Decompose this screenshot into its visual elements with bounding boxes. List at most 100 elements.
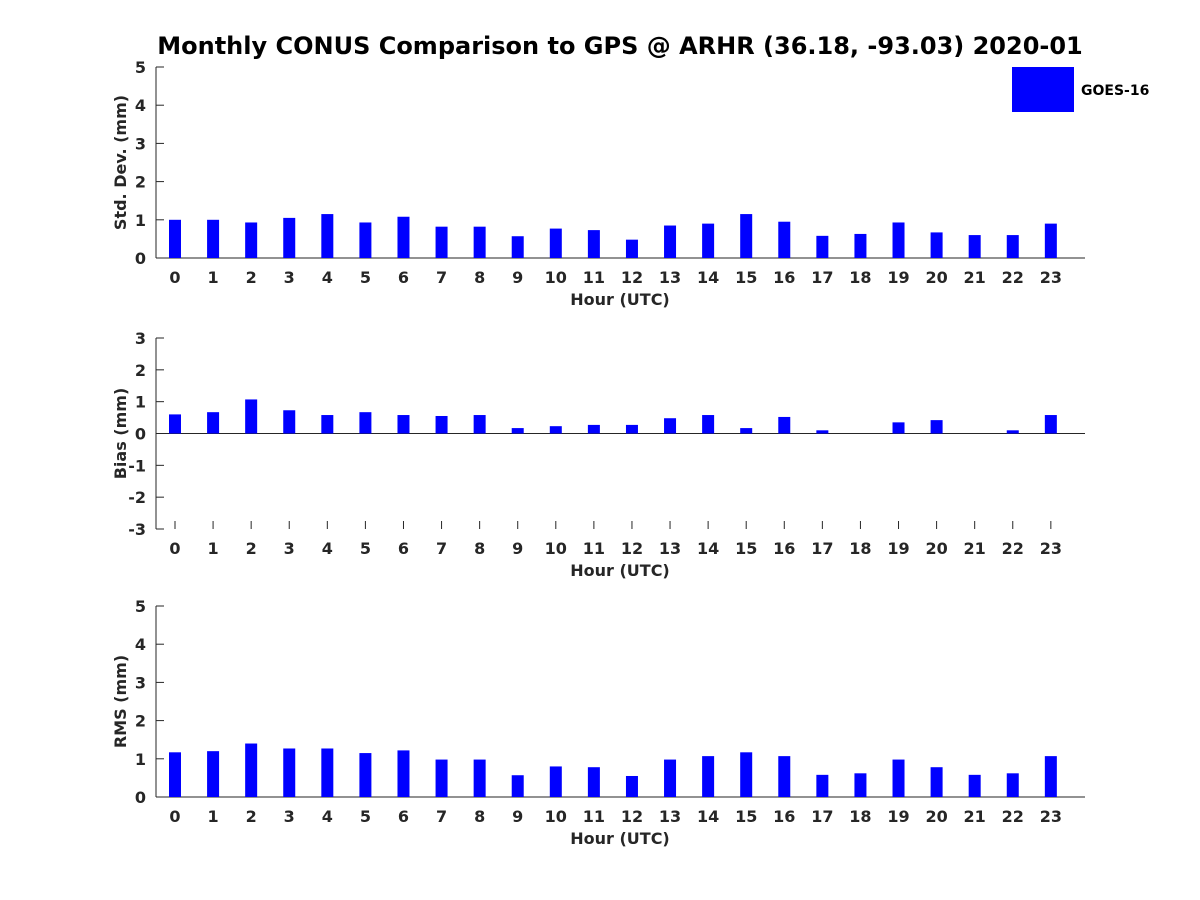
y-tick-label: -2 [128,488,146,507]
x-tick-label: 20 [925,268,947,287]
bar-rms-13 [664,759,677,797]
bar-bias-8 [473,415,486,434]
x-tick-label: 4 [322,807,333,826]
x-tick-label: 5 [360,539,371,558]
legend-swatch-goes-16 [1012,67,1074,112]
bar-rms-15 [740,752,753,797]
x-tick-label: 2 [246,268,257,287]
bar-std_dev-8 [473,226,486,258]
bar-std_dev-21 [968,235,981,258]
y-tick-label: 1 [135,211,146,230]
x-tick-label: 14 [697,268,719,287]
x-tick-label: 17 [811,539,833,558]
x-tick-label: 11 [583,807,605,826]
x-tick-label: 11 [583,268,605,287]
x-tick-label: 20 [925,539,947,558]
y-tick-label: 1 [135,393,146,412]
x-tick-label: 5 [360,268,371,287]
x-tick-label: 21 [964,539,986,558]
bar-std_dev-11 [587,230,600,258]
x-tick-label: 10 [545,807,567,826]
x-tick-label: 3 [284,539,295,558]
bar-bias-23 [1044,415,1057,434]
bar-rms-4 [321,748,334,797]
x-tick-label: 8 [474,539,485,558]
bar-std_dev-15 [740,214,753,258]
legend: GOES-16 [1012,67,1149,112]
bar-rms-16 [778,756,791,797]
bar-rms-5 [359,753,372,797]
bar-bias-0 [169,414,181,434]
y-tick-label: 1 [135,750,146,769]
y-axis-label: Bias (mm) [111,388,130,480]
bar-bias-15 [740,428,753,434]
x-tick-label: 18 [849,807,871,826]
x-tick-label: 18 [849,268,871,287]
x-tick-label: 8 [474,807,485,826]
x-tick-label: 16 [773,268,795,287]
x-tick-label: 15 [735,807,757,826]
bar-bias-3 [283,410,296,434]
bar-std_dev-23 [1044,223,1057,258]
x-tick-label: 9 [512,807,523,826]
x-tick-label: 20 [925,807,947,826]
bar-std_dev-10 [549,228,562,258]
x-tick-label: 13 [659,807,681,826]
x-tick-label: 19 [887,807,909,826]
x-tick-label: 10 [545,539,567,558]
bar-rms-2 [245,743,258,797]
y-tick-label: 0 [135,425,146,444]
x-tick-label: 17 [811,807,833,826]
y-tick-label: 2 [135,712,146,731]
bar-std_dev-3 [283,217,296,258]
bar-bias-4 [321,415,334,434]
bar-std_dev-19 [892,222,905,258]
bar-rms-7 [435,759,448,797]
x-tick-label: 21 [964,268,986,287]
bar-bias-13 [664,418,677,434]
bar-bias-12 [625,424,638,434]
bar-rms-18 [854,773,867,797]
x-tick-label: 12 [621,539,643,558]
bar-rms-11 [587,767,600,797]
x-tick-label: 2 [246,539,257,558]
y-tick-label: 3 [135,134,146,153]
bar-rms-23 [1044,756,1057,797]
y-tick-label: 5 [135,58,146,77]
bar-bias-1 [207,412,220,434]
bar-bias-19 [892,422,905,434]
y-tick-label: 4 [135,635,146,654]
x-tick-label: 7 [436,807,447,826]
y-tick-label: 3 [135,673,146,692]
x-tick-label: 4 [322,268,333,287]
bar-rms-10 [549,766,562,797]
x-tick-label: 10 [545,268,567,287]
bar-std_dev-14 [702,223,715,258]
x-tick-label: 1 [208,539,219,558]
bar-bias-11 [587,424,600,434]
bar-std_dev-2 [245,222,258,258]
x-tick-label: 21 [964,807,986,826]
bar-bias-6 [397,415,410,434]
x-tick-label: 8 [474,268,485,287]
x-tick-label: 3 [284,268,295,287]
x-axis-label: Hour (UTC) [570,290,670,309]
bar-bias-20 [930,420,943,434]
bar-std_dev-13 [664,225,677,258]
x-tick-label: 0 [169,807,180,826]
bar-std_dev-18 [854,233,867,258]
bar-std_dev-6 [397,216,410,258]
bar-std_dev-17 [816,235,829,258]
x-tick-label: 4 [322,539,333,558]
x-tick-label: 11 [583,539,605,558]
bar-std_dev-4 [321,214,334,258]
bar-bias-5 [359,412,372,434]
x-tick-label: 6 [398,539,409,558]
bar-std_dev-20 [930,232,943,258]
x-tick-label: 23 [1040,268,1062,287]
bar-bias-22 [1006,430,1019,434]
x-tick-label: 14 [697,539,719,558]
x-tick-label: 2 [246,807,257,826]
